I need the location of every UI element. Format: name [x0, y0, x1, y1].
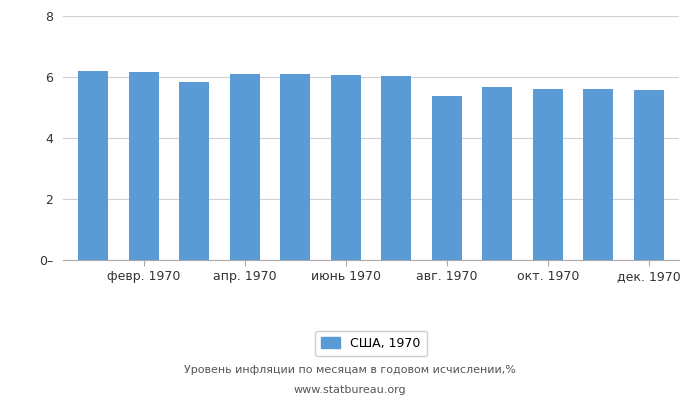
Bar: [230, 74, 260, 260]
Bar: [78, 71, 108, 260]
Bar: [129, 72, 159, 260]
Bar: [330, 76, 361, 260]
Text: Уровень инфляции по месяцам в годовом исчислении,%: Уровень инфляции по месяцам в годовом ис…: [184, 365, 516, 375]
Text: www.statbureau.org: www.statbureau.org: [294, 385, 406, 395]
Legend: США, 1970: США, 1970: [315, 331, 427, 356]
Bar: [482, 87, 512, 260]
Bar: [634, 90, 664, 260]
Bar: [179, 82, 209, 260]
Bar: [583, 89, 613, 260]
Bar: [280, 74, 310, 260]
Bar: [381, 76, 412, 260]
Bar: [432, 96, 462, 260]
Bar: [533, 88, 563, 260]
